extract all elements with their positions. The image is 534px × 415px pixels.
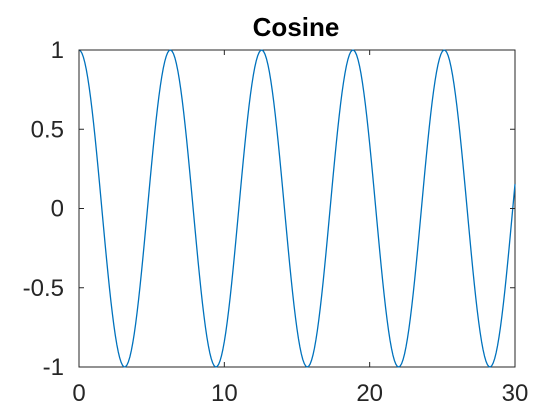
x-tick-labels: 0 10 20 30 [72,380,528,407]
y-tick-label: 0.5 [31,116,64,143]
plot-area [78,49,516,368]
ticks-layer [78,49,516,368]
x-tick-label: 30 [502,380,529,407]
series-line-0 [78,49,516,368]
axes-box-frame [78,49,516,368]
y-tick-labels: 1 0.5 0 -0.5 -1 [23,37,64,381]
y-tick-label: -0.5 [23,275,64,302]
x-tick-label: 20 [356,380,383,407]
x-tick-label: 0 [72,380,85,407]
y-tick-label: 1 [51,37,64,64]
x-tick-label: 10 [211,380,238,407]
chart-title: Cosine [253,12,340,42]
y-tick-label: -1 [43,354,64,381]
series-layer [78,49,516,368]
y-tick-label: 0 [51,196,64,223]
